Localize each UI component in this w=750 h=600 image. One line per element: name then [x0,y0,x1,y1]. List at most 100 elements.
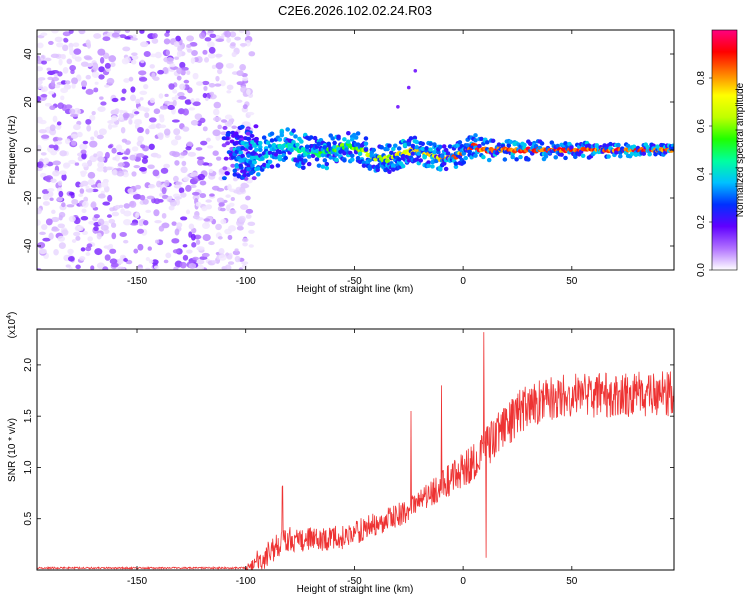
noise-cell [64,80,71,85]
noise-cell [196,156,205,160]
noise-cell [58,190,64,198]
noise-cell [66,204,75,208]
noise-cell [94,248,103,256]
noise-cell [130,37,138,41]
transition-cell [221,176,227,181]
noise-cell [200,140,208,146]
noise-cell [81,230,88,235]
noise-cell [71,239,77,243]
signal-cell [430,164,435,169]
noise-cell [247,221,256,227]
noise-cell [174,160,180,166]
transition-cell [221,136,227,141]
noise-cell [81,152,87,160]
signal-cell [322,145,328,150]
colorbar-tick-label: 0.2 [696,215,707,229]
noise-cell [176,222,183,228]
noise-cell [152,169,160,177]
noise-cell [38,248,47,255]
noise-cell [220,131,227,136]
signal-cell [414,145,420,150]
noise-cell [104,62,111,69]
signal-cell [453,164,459,169]
signal-cell [379,145,384,150]
noise-cell [182,126,190,132]
noise-cell [163,163,170,169]
noise-cell [140,59,145,64]
signal-cell [254,147,259,152]
noise-cell [59,150,67,157]
noise-cell [79,256,86,261]
noise-cell [209,33,217,38]
noise-cell [199,193,207,199]
colorbar-tick-label: 0.0 [696,263,707,277]
noise-cell [48,40,54,46]
signal-cell [314,148,320,154]
noise-cell [186,44,192,48]
heatmap-panel: -150 -100 -50 0 50 -40 -20 0 20 40 Height of str… [7,29,675,295]
signal-cell [396,146,402,151]
noise-cell [40,134,50,139]
noise-cell [37,66,44,72]
signal-cell [437,144,443,150]
noise-cell [215,62,224,70]
signal-cell [277,156,283,162]
signal-cell [563,155,568,161]
signal-cell [367,164,373,169]
noise-cell [105,166,113,171]
stray-cell [396,105,400,109]
signal-cell [375,167,380,173]
noise-cell [224,114,233,120]
noise-cell [186,249,193,254]
noise-cell [38,129,47,134]
noise-cell [104,254,111,261]
signal-cell [251,160,258,165]
noise-cell [154,51,162,59]
transition-cell [225,141,231,146]
signal-cell [349,137,355,142]
noise-cell [196,81,204,86]
signal-cell [259,156,265,161]
signal-cell [248,160,253,165]
noise-cell [104,151,110,159]
signal-cell [256,172,261,177]
signal-cell [316,153,322,158]
noise-cell [246,88,251,96]
signal-cell [400,164,406,169]
noise-cell [171,96,177,101]
snr-frame [36,328,675,571]
noise-cell [102,201,111,206]
colorbar-tick-label: 0.6 [696,119,707,133]
noise-cell [134,184,142,190]
noise-cell [110,62,116,68]
noise-cell [219,207,226,212]
noise-cell [123,219,132,226]
noise-cell [123,258,128,262]
noise-cell [80,61,89,67]
noise-cell [49,124,56,132]
noise-cell [153,209,160,217]
noise-cell [68,46,74,52]
noise-cell [190,172,198,177]
noise-cell [48,144,55,149]
noise-cell [88,220,95,225]
noise-cell [85,118,92,125]
noise-cell [73,124,81,131]
signal-cell [543,154,549,159]
noise-cell [69,64,77,72]
noise-cell [166,196,172,203]
noise-cell [149,53,157,58]
noise-cell [139,166,147,172]
noise-cell [57,102,65,110]
noise-cell [239,42,248,47]
noise-cell [203,85,208,91]
noise-cell [218,202,225,207]
noise-cell [65,264,71,268]
noise-cell [71,77,78,85]
noise-cell [48,90,55,95]
noise-cell [211,260,217,264]
colorbar-label: Normalized spectral amplitude [735,82,746,217]
noise-cell [123,78,130,83]
noise-cell [145,257,151,262]
noise-cell [226,90,232,94]
